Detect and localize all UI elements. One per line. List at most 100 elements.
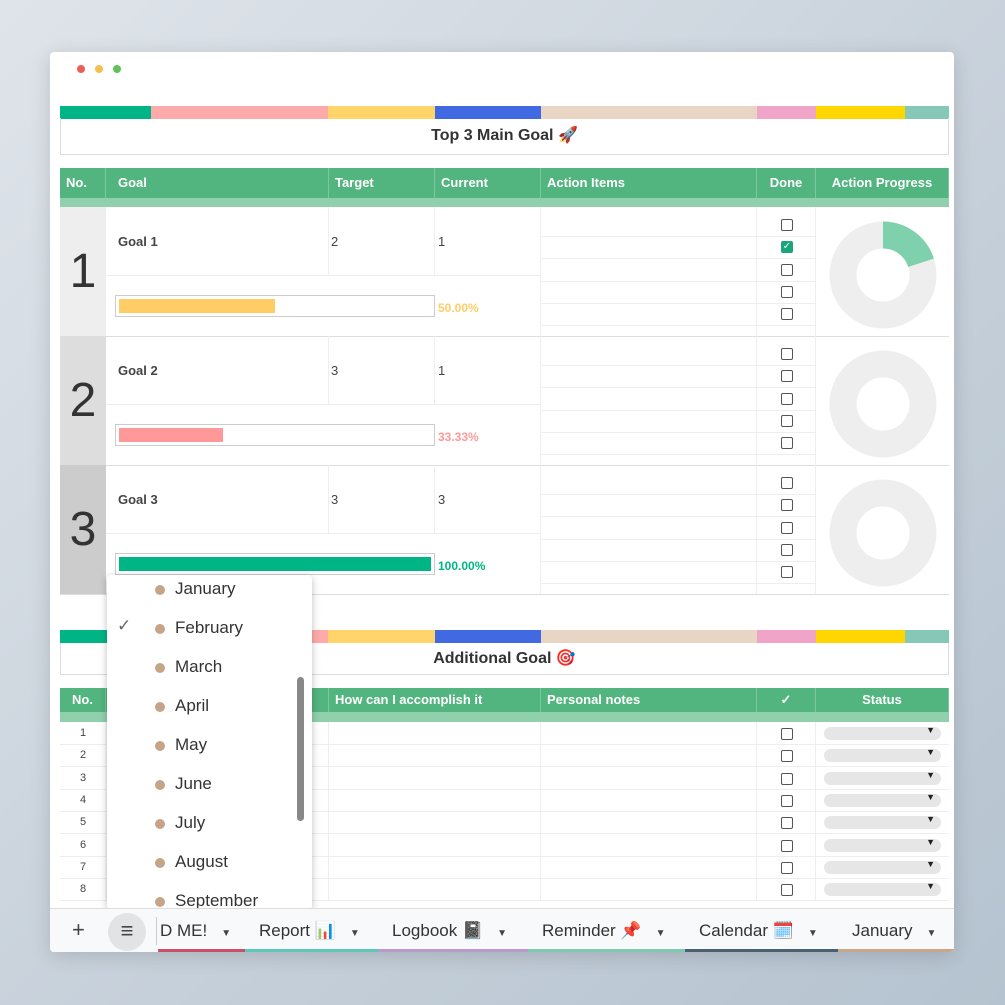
done-checkbox[interactable] (781, 263, 793, 276)
dropdown-scrollbar[interactable] (297, 677, 304, 821)
color-strip-segment (60, 106, 151, 119)
row-number: 7 (79, 860, 87, 873)
status-dropdown[interactable]: ▼ (824, 792, 941, 807)
dropdown-option-february[interactable]: ✓ February (107, 614, 297, 644)
sheet-tab[interactable]: Reminder 📌 ▼ (528, 909, 685, 952)
dropdown-option-june[interactable]: June (107, 770, 297, 800)
chevron-down-icon[interactable]: ▼ (221, 928, 232, 939)
goal-progress-fill (119, 299, 275, 313)
done-checkbox[interactable] (781, 414, 793, 427)
goal-current[interactable]: 1 (438, 234, 446, 249)
dropdown-option-march[interactable]: March (107, 653, 297, 683)
done-checkbox[interactable] (781, 477, 793, 489)
row-checkbox[interactable] (781, 817, 793, 830)
month-color-dot-icon (155, 663, 165, 673)
chevron-down-icon[interactable]: ▼ (655, 928, 666, 939)
chevron-down-icon[interactable]: ▼ (497, 928, 508, 939)
divider (106, 766, 107, 789)
sheet-tab[interactable]: Report 📊 ▼ (245, 909, 378, 952)
goal-target[interactable]: 3 (331, 492, 339, 507)
done-checkbox[interactable] (781, 499, 793, 512)
chevron-down-icon[interactable]: ▼ (807, 928, 818, 939)
status-dropdown[interactable]: ▼ (824, 837, 941, 852)
status-dropdown[interactable]: ▼ (824, 859, 941, 874)
dropdown-option-label: March (175, 657, 223, 676)
goal-name[interactable]: Goal 1 (118, 234, 158, 249)
sheet-tab[interactable]: D ME! ▼ (158, 909, 245, 952)
goal-name[interactable]: Goal 2 (118, 363, 158, 378)
divider (541, 409, 816, 411)
goal-name[interactable]: Goal 3 (118, 492, 158, 507)
chevron-down-icon[interactable]: ▼ (926, 928, 937, 939)
row-checkbox[interactable] (781, 728, 793, 740)
sheet-tab[interactable]: Logbook 📓 ▼ (378, 909, 528, 952)
done-checkbox[interactable]: ✓ (781, 241, 793, 254)
dropdown-option-july[interactable]: July (107, 809, 297, 839)
status-dropdown[interactable]: ▼ (824, 725, 941, 740)
divider (328, 766, 329, 789)
divider (60, 855, 949, 857)
divider (815, 744, 816, 767)
divider (541, 431, 816, 433)
goal-current[interactable]: 3 (438, 492, 446, 507)
divider (60, 766, 949, 768)
color-strip-segment (435, 630, 541, 643)
donut-progress-arc (829, 221, 937, 329)
divider (541, 280, 816, 282)
divider (434, 336, 435, 404)
row-checkbox[interactable] (781, 750, 793, 763)
done-checkbox[interactable] (781, 285, 793, 298)
divider (541, 560, 816, 562)
done-checkbox[interactable] (781, 392, 793, 405)
goal-target[interactable]: 3 (331, 363, 339, 378)
row-checkbox[interactable] (781, 772, 793, 785)
sheet-tab-label: January (852, 921, 913, 940)
color-strip-segment (541, 106, 757, 119)
dropdown-option-august[interactable]: August (107, 848, 297, 878)
done-checkbox[interactable] (781, 370, 793, 383)
close-dot[interactable] (77, 65, 85, 73)
done-checkbox[interactable] (781, 219, 793, 231)
minimize-dot[interactable] (95, 65, 103, 73)
row-checkbox[interactable] (781, 861, 793, 874)
add-header-check: ✓ (757, 688, 816, 712)
dropdown-option-january[interactable]: January (107, 575, 297, 605)
dropdown-option-april[interactable]: April (107, 692, 297, 722)
row-checkbox[interactable] (781, 884, 793, 897)
color-strip-segment (328, 106, 435, 119)
status-dropdown[interactable]: ▼ (824, 770, 941, 785)
sheet-tab[interactable]: January ▼ (838, 909, 954, 952)
divider (60, 594, 949, 595)
divider (540, 465, 541, 594)
done-checkbox[interactable] (781, 543, 793, 556)
status-dropdown[interactable]: ▼ (824, 747, 941, 763)
divider (541, 516, 816, 518)
dropdown-option-may[interactable]: May (107, 731, 297, 761)
tab-color-underline (245, 949, 378, 952)
done-checkbox[interactable] (781, 348, 793, 360)
add-sheet-button[interactable]: + (72, 917, 85, 942)
row-number: 2 (79, 749, 87, 762)
row-number: 5 (79, 816, 87, 829)
row-checkbox[interactable] (781, 839, 793, 852)
divider (541, 236, 816, 237)
done-checkbox[interactable] (781, 566, 793, 579)
dropdown-option-september[interactable]: September (107, 887, 297, 910)
chevron-down-icon[interactable]: ▼ (349, 928, 360, 939)
status-dropdown[interactable]: ▼ (824, 881, 941, 897)
status-dropdown[interactable]: ▼ (824, 814, 941, 830)
done-checkbox[interactable] (781, 308, 793, 321)
goal-target[interactable]: 2 (331, 234, 339, 249)
divider (541, 494, 816, 495)
row-checkbox[interactable] (781, 794, 793, 807)
dropdown-option-label: January (175, 579, 236, 598)
goal-current[interactable]: 1 (438, 363, 446, 378)
done-checkbox[interactable] (781, 437, 793, 450)
done-checkbox[interactable] (781, 521, 793, 534)
spreadsheet-window: Top 3 Main Goal 🚀 No. Goal Target Curren… (50, 52, 954, 952)
all-sheets-menu-button[interactable]: ≡ (108, 913, 146, 951)
goal-progress-percent: 33.33% (438, 430, 479, 444)
sheet-tab[interactable]: Calendar 🗓️ ▼ (685, 909, 838, 952)
maximize-dot[interactable] (113, 65, 121, 73)
divider (328, 465, 329, 533)
